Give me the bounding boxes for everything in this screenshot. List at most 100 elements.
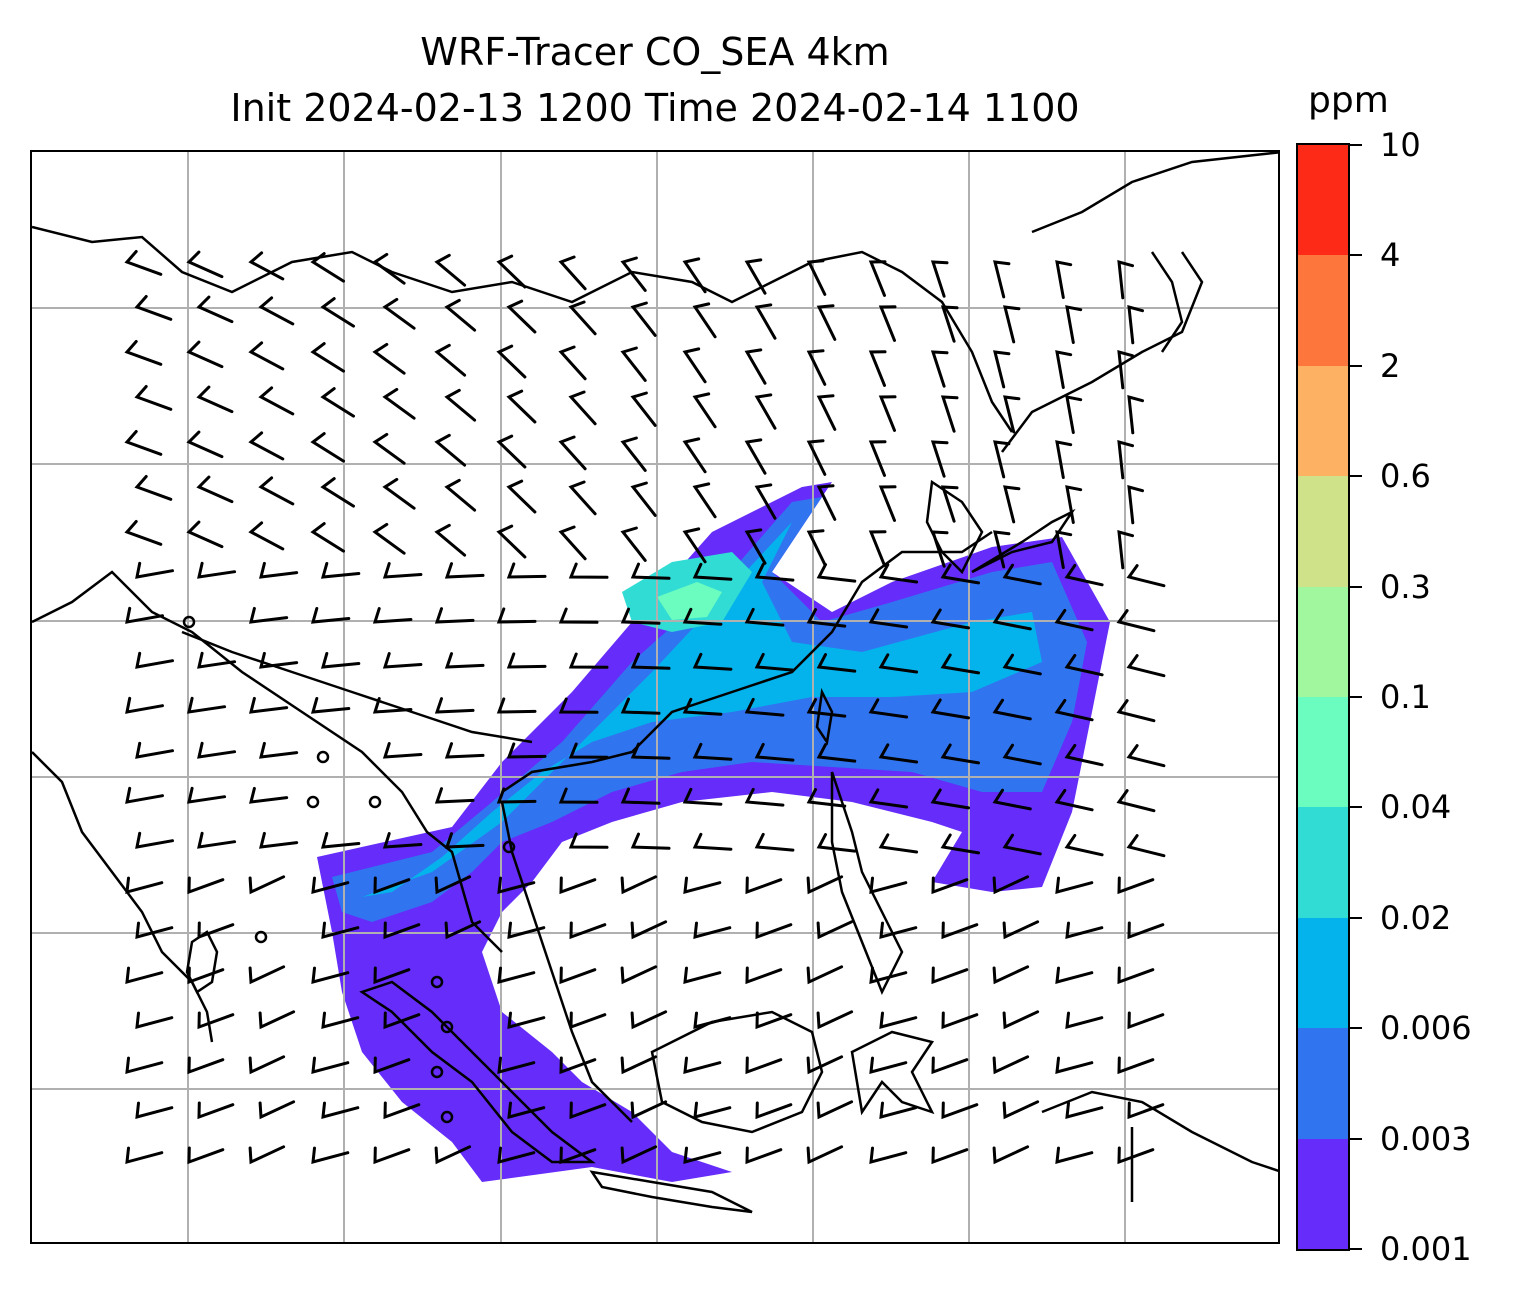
wind-barb [879,1101,918,1120]
sulawesi [850,1030,935,1116]
wind-barb [992,965,1030,985]
wind-barb [878,653,919,674]
wind-barb [755,1011,793,1030]
wind-barb [382,652,423,669]
wind-barb [444,920,482,940]
wind-barb [310,697,351,714]
wind-barb [816,484,837,521]
wind-barb [1117,529,1134,570]
wind-barb [258,476,295,506]
colorbar-swatches [1298,145,1348,1249]
new-guinea [1041,1090,1278,1202]
wind-barb [806,259,827,296]
map-canvas [32,152,1278,1242]
colorbar-tick-mark [1350,1027,1362,1030]
wind-barb [310,342,345,373]
wind-barb [372,432,406,465]
wind-barb [135,921,174,940]
wind-barb [992,698,1032,721]
wind-barb [496,697,537,714]
wind-barb [620,965,658,985]
wind-barb [434,1145,472,1165]
wind-barb [187,696,227,714]
wind-barb [878,485,897,522]
wind-barb [568,300,597,336]
wind-barb [930,440,949,478]
wind-barb [559,966,597,985]
wind-barb [558,787,599,804]
wind-barb [506,479,537,514]
wind-barb [125,696,164,714]
colorbar-swatch [1298,1138,1348,1249]
wind-barb [569,1011,607,1030]
wind-barb [506,389,537,424]
wind-barb [124,250,163,276]
wind-barb [497,1146,536,1165]
wind-barb [197,561,237,579]
wind-barb [497,876,536,895]
wind-barb [1002,653,1042,676]
wind-barb [806,1055,844,1075]
wind-barb [311,966,350,985]
wind-barb [383,1011,421,1030]
wind-barb [930,530,949,568]
colorbar-swatch [1298,476,1348,587]
wind-barb [878,305,897,342]
chart-title-line2: Init 2024-02-13 1200 Time 2024-02-14 110… [230,86,1080,130]
wind-barb [248,251,285,281]
wind-barb [868,530,887,567]
wind-barb [496,344,527,379]
wind-barb [1055,530,1073,569]
wind-barb [382,387,416,420]
wind-barb [868,440,887,477]
wind-barb [372,342,406,375]
wind-barb [745,1056,783,1075]
wind-barb [196,475,234,504]
wind-barb [941,1101,979,1120]
wind-barb [197,651,237,669]
wind-barb [630,742,671,760]
wind-barb [125,1056,164,1075]
wind-barb [320,477,355,508]
indian-subcontinent-coast [32,570,503,953]
wind-barb [1054,608,1094,632]
wind-barb [558,345,587,381]
wind-barb [683,1056,722,1075]
wind-barb [187,876,225,895]
wind-barb [135,741,174,759]
wind-barb [930,788,970,810]
wind-barb [992,608,1032,631]
wind-barb [1055,876,1094,895]
wind-barb [992,1145,1030,1165]
wind-barb [1117,966,1155,985]
colorbar-swatch [1298,917,1348,1029]
wind-barb [135,651,174,669]
wind-barb [931,876,969,895]
wind-barb [434,787,475,804]
china-interior-border [181,630,533,744]
wind-barb [506,652,547,669]
wind-barb [507,921,546,940]
colorbar-swatch [1298,696,1348,808]
wind-barb [869,1056,908,1075]
wind-barb [321,1101,360,1120]
wind-barb [1002,1010,1040,1030]
wind-barb [754,832,795,852]
wind-barb [692,302,717,339]
wind-barb [630,652,671,670]
wind-barb [683,966,722,985]
wind-barb [434,433,467,467]
wind-barb [197,1011,235,1030]
wind-barb [187,1146,225,1165]
java [589,1170,753,1214]
wind-barb [693,1101,732,1120]
wind-barb [558,607,599,624]
wind-barb [1002,920,1040,940]
wind-barb [1126,744,1166,768]
wind-barb [259,831,299,849]
wind-barb [310,252,345,283]
wind-barb [434,697,475,714]
wind-barb [497,966,536,985]
wind-barb [940,653,980,675]
wind-barb [755,921,793,940]
